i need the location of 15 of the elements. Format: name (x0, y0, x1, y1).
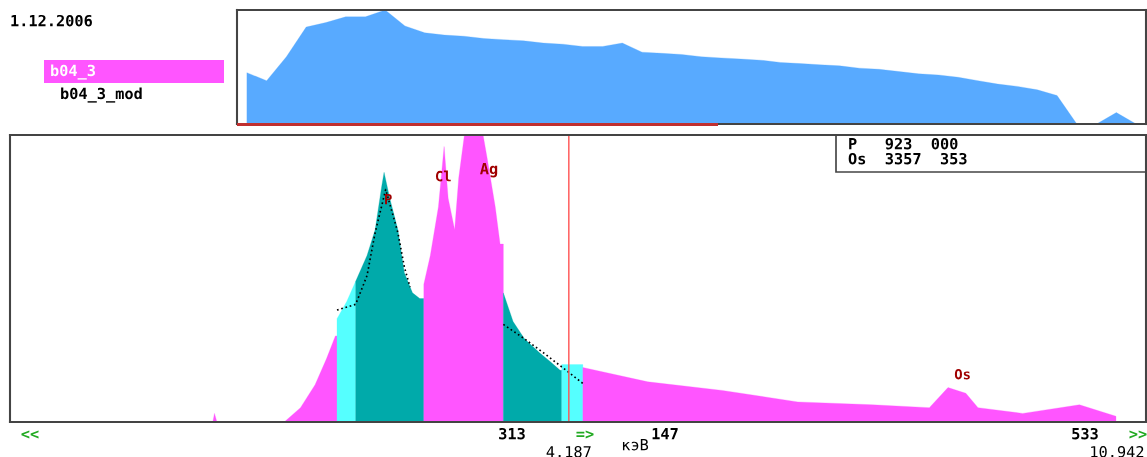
text: 1.12.2006 (11, 14, 92, 27)
text: 147 (652, 428, 678, 440)
annotation: Os (954, 368, 970, 380)
text: => (576, 430, 594, 439)
text: 533 (1072, 427, 1098, 440)
text: 313 (499, 427, 525, 440)
x-axis-title: кэВ (622, 439, 649, 451)
text: >> (1129, 430, 1147, 439)
text: b04_3_mod (61, 87, 142, 103)
x-tick-label: 4.187 (546, 445, 591, 457)
x-tick-label: 10.942 (1091, 445, 1144, 457)
annotation: Os 3357 353 (848, 152, 967, 165)
annotation: P 923 000 (849, 137, 958, 150)
text: b04_3 (51, 64, 95, 80)
text: << (21, 430, 39, 439)
